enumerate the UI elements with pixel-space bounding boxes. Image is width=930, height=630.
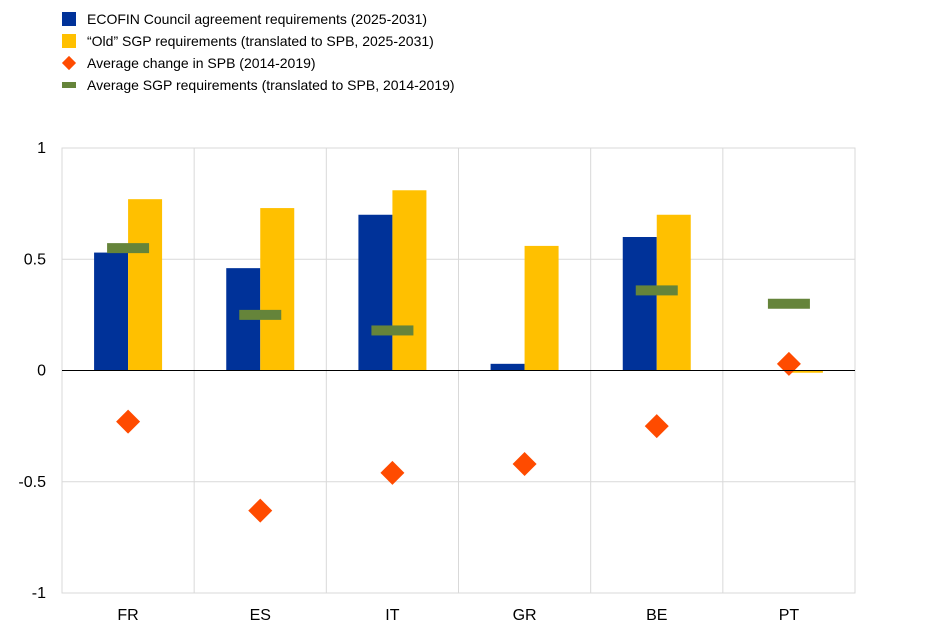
legend-item-avg-sgp: Average SGP requirements (translated to … — [62, 74, 455, 96]
legend-label-ecofin: ECOFIN Council agreement requirements (2… — [87, 11, 428, 27]
legend-swatch-old-sgp — [62, 34, 76, 48]
y-tick-label: 0.5 — [24, 251, 46, 268]
bar-old-sgp — [524, 245, 559, 371]
marker-avg-sgp — [239, 309, 282, 320]
marker-spb-change — [380, 460, 405, 485]
legend-label-avg-sgp: Average SGP requirements (translated to … — [87, 77, 455, 93]
marker-avg-sgp — [767, 298, 810, 309]
y-tick-label: 0 — [37, 363, 46, 380]
bar-ecofin — [358, 214, 393, 371]
y-tick-label: 1 — [37, 140, 46, 157]
marker-spb-change — [248, 498, 273, 523]
legend-dash-icon — [62, 78, 76, 92]
marker-spb-change — [116, 409, 141, 434]
legend-label-spb-change: Average change in SPB (2014-2019) — [87, 55, 316, 71]
legend-item-old-sgp: “Old” SGP requirements (translated to SP… — [62, 30, 455, 52]
x-tick-label: FR — [117, 607, 138, 624]
bar-old-sgp — [128, 199, 163, 371]
legend-item-spb-change: Average change in SPB (2014-2019) — [62, 52, 455, 74]
bar-old-sgp — [788, 370, 823, 373]
x-tick-label: GR — [513, 607, 537, 624]
marker-spb-change — [644, 414, 669, 439]
legend-label-old-sgp: “Old” SGP requirements (translated to SP… — [87, 33, 434, 49]
x-tick-label: IT — [385, 607, 399, 624]
bar-old-sgp — [392, 190, 427, 371]
bar-ecofin — [622, 237, 657, 371]
bar-old-sgp — [260, 208, 295, 371]
x-tick-label: ES — [250, 607, 271, 624]
bar-ecofin — [94, 252, 129, 371]
marker-avg-sgp — [107, 243, 150, 254]
y-tick-label: -0.5 — [18, 474, 46, 491]
marker-spb-change — [512, 451, 537, 476]
y-tick-label: -1 — [32, 585, 46, 602]
chart-legend: ECOFIN Council agreement requirements (2… — [62, 8, 455, 96]
x-tick-label: PT — [779, 607, 800, 624]
bar-ecofin — [490, 363, 525, 371]
marker-spb-change — [776, 351, 801, 376]
marker-avg-sgp — [371, 325, 414, 336]
legend-item-ecofin: ECOFIN Council agreement requirements (2… — [62, 8, 455, 30]
legend-swatch-ecofin — [62, 12, 76, 26]
x-tick-label: BE — [646, 607, 667, 624]
marker-avg-sgp — [635, 285, 678, 296]
